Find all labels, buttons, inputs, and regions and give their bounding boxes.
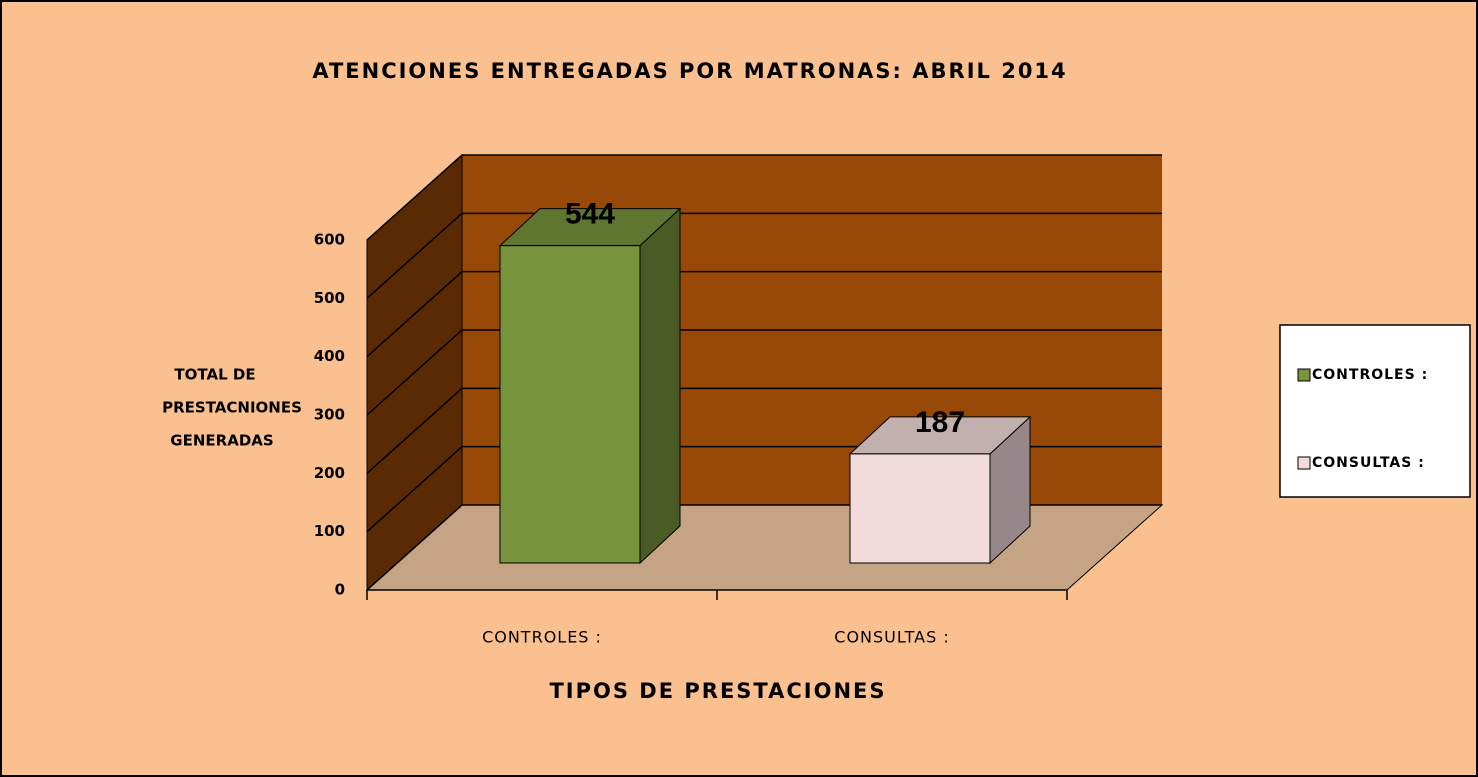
y-tick-label: 200	[314, 464, 345, 482]
y-tick-label: 300	[314, 406, 345, 424]
grid-line	[366, 154, 1162, 241]
y-axis-label: TOTAL DE	[174, 366, 255, 384]
x-tick-label: CONSULTAS :	[834, 628, 949, 647]
bar-side	[639, 207, 681, 565]
value-label: 187	[915, 406, 965, 439]
y-tick-label: 500	[314, 289, 345, 307]
x-tick-label: CONTROLES :	[482, 628, 602, 647]
legend	[1279, 324, 1471, 498]
floor	[365, 504, 1164, 591]
y-axis-label: GENERADAS	[170, 432, 273, 450]
bar	[499, 245, 641, 564]
y-tick-label: 0	[335, 581, 345, 599]
y-axis-label: PRESTACNIONES	[162, 399, 302, 417]
legend-label: CONSULTAS :	[1312, 455, 1425, 471]
y-tick-label: 400	[314, 347, 345, 365]
bar	[849, 453, 991, 564]
x-axis-label: TIPOS DE PRESTACIONES	[549, 679, 886, 703]
grid-line	[366, 212, 1162, 299]
legend-label: CONTROLES :	[1312, 367, 1428, 383]
grid-line	[366, 387, 1162, 474]
legend-swatch	[1297, 368, 1311, 382]
value-label: 544	[565, 198, 615, 231]
chart-title: ATENCIONES ENTREGADAS POR MATRONAS: ABRI…	[312, 59, 1067, 83]
y-tick-label: 600	[314, 231, 345, 249]
y-tick-label: 100	[314, 522, 345, 540]
grid-line	[366, 329, 1162, 416]
legend-swatch	[1297, 456, 1311, 470]
grid-line	[366, 270, 1162, 358]
